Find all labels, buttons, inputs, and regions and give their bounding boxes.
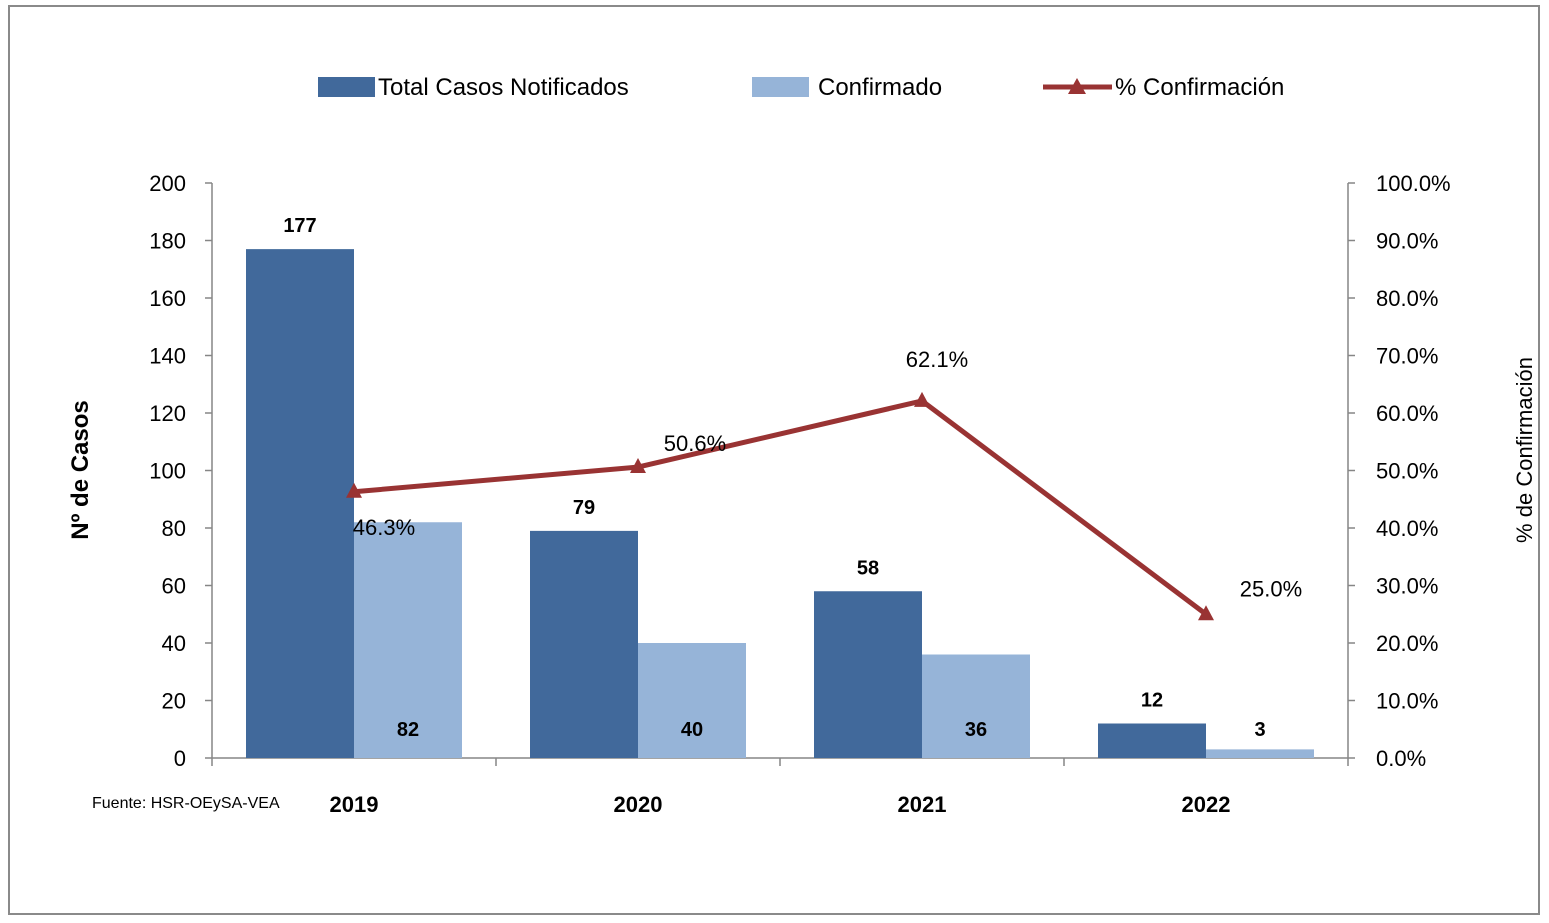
pct-series-line xyxy=(353,398,1208,617)
data-label-pct: 62.1% xyxy=(906,347,968,372)
y-tick-label-right: 40.0% xyxy=(1376,516,1438,541)
y-tick-label-left: 120 xyxy=(149,401,186,426)
y-tick-label-left: 100 xyxy=(149,459,186,484)
bars xyxy=(246,249,1314,758)
bar-total xyxy=(530,530,638,758)
y-axis-title-left: Nº de Casos xyxy=(67,400,94,539)
legend-swatch-total xyxy=(318,77,375,97)
data-label-pct: 46.3% xyxy=(353,515,415,540)
y-tick-label-left: 80 xyxy=(162,516,186,541)
data-label-confirmed: 82 xyxy=(397,719,419,741)
axes: 0 0.0% 20 10.0% 40 20.0% 60 30.0% 80 40.0% 100 50.0… xyxy=(149,171,1450,817)
y-tick-label-right: 90.0% xyxy=(1376,229,1438,254)
bar-total xyxy=(814,591,922,758)
y-tick-label-right: 100.0% xyxy=(1376,171,1451,196)
bar-confirmed xyxy=(922,654,1030,758)
pct-marker xyxy=(1198,605,1214,621)
data-label-confirmed: 40 xyxy=(681,719,703,741)
y-tick-label-left: 200 xyxy=(149,171,186,196)
legend-marker-pct xyxy=(1068,78,1086,94)
data-label-pct: 25.0% xyxy=(1240,576,1302,601)
bar-total xyxy=(1098,723,1206,758)
x-tick-label: 2020 xyxy=(614,792,663,817)
legend-label-total: Total Casos Notificados xyxy=(378,74,629,101)
data-label-total: 12 xyxy=(1141,690,1163,712)
y-tick-label-right: 50.0% xyxy=(1376,459,1438,484)
x-tick-label: 2019 xyxy=(330,792,379,817)
data-label-total: 79 xyxy=(573,497,595,519)
y-tick-label-right: 30.0% xyxy=(1376,574,1438,599)
y-tick-label-right: 60.0% xyxy=(1376,401,1438,426)
x-tick-label: 2021 xyxy=(898,792,947,817)
bar-confirmed xyxy=(354,522,462,758)
pct-marker xyxy=(914,391,930,407)
y-tick-label-left: 160 xyxy=(149,286,186,311)
y-tick-label-left: 140 xyxy=(149,344,186,369)
x-tick-label: 2022 xyxy=(1182,792,1231,817)
legend-label-pct: % Confirmación xyxy=(1115,74,1284,101)
y-tick-label-left: 60 xyxy=(162,574,186,599)
pct-marker xyxy=(630,458,646,474)
source-note: Fuente: HSR-OEySA-VEA xyxy=(92,795,280,812)
y-tick-label-left: 40 xyxy=(162,631,186,656)
y-tick-label-right: 80.0% xyxy=(1376,286,1438,311)
data-label-total: 177 xyxy=(283,215,316,237)
data-labels: 177 82 79 40 58 36 12 3 46.3% 50.6% 62.1% 25.0% xyxy=(283,215,1302,741)
y-tick-label-left: 0 xyxy=(174,746,186,771)
y-tick-label-right: 10.0% xyxy=(1376,689,1438,714)
legend: Total Casos Notificados Confirmado % Con… xyxy=(318,74,1284,101)
bar-total xyxy=(246,249,354,758)
data-label-confirmed: 3 xyxy=(1254,719,1265,741)
pct-marker xyxy=(346,482,362,498)
y-axis-title-right: % de Confirmación xyxy=(1512,357,1537,543)
data-label-confirmed: 36 xyxy=(965,719,987,741)
legend-label-confirmed: Confirmado xyxy=(818,74,942,101)
y-tick-label-left: 20 xyxy=(162,689,186,714)
data-label-total: 58 xyxy=(857,557,879,579)
bar-confirmed xyxy=(638,643,746,758)
bar-confirmed xyxy=(1206,749,1314,758)
y-tick-label-right: 0.0% xyxy=(1376,746,1426,771)
pct-line xyxy=(346,391,1214,621)
legend-swatch-confirmed xyxy=(752,77,809,97)
y-tick-label-right: 20.0% xyxy=(1376,631,1438,656)
data-label-pct: 50.6% xyxy=(664,431,726,456)
y-tick-label-left: 180 xyxy=(149,229,186,254)
y-tick-label-right: 70.0% xyxy=(1376,344,1438,369)
